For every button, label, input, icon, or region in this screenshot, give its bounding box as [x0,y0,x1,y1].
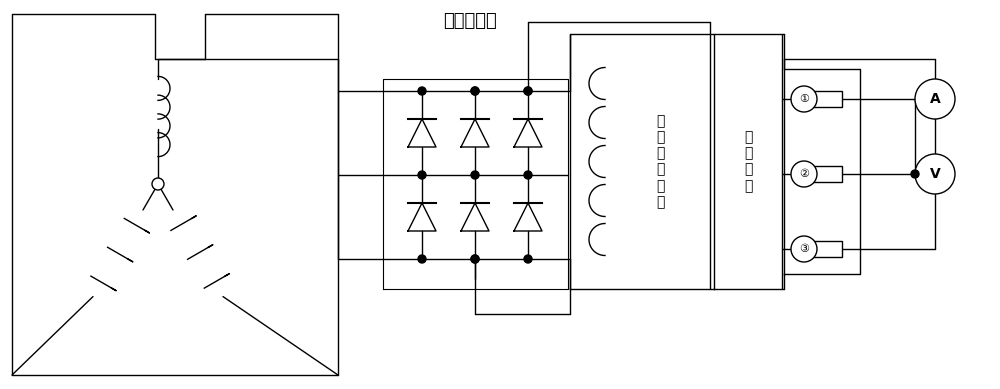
Circle shape [524,255,532,263]
Text: ③: ③ [799,244,809,254]
Text: 滑
环
组
件: 滑 环 组 件 [744,130,752,193]
Circle shape [524,87,532,95]
Polygon shape [461,119,489,147]
Circle shape [471,255,479,263]
Circle shape [524,171,532,179]
Bar [802,166,842,182]
Circle shape [152,178,164,190]
Circle shape [911,170,919,178]
Polygon shape [408,203,436,231]
Circle shape [471,171,479,179]
Polygon shape [461,203,489,231]
Polygon shape [514,203,542,231]
Circle shape [418,171,426,179]
Circle shape [524,87,532,95]
Circle shape [471,87,479,95]
Circle shape [791,236,817,262]
Text: V: V [930,167,940,181]
Circle shape [791,161,817,187]
Circle shape [418,255,426,263]
Circle shape [418,87,426,95]
Bar [802,91,842,107]
Circle shape [471,255,479,263]
Polygon shape [408,119,436,147]
Circle shape [915,79,955,119]
Circle shape [471,87,479,95]
Text: ①: ① [799,94,809,104]
Circle shape [791,86,817,112]
Text: ②: ② [799,169,809,179]
Polygon shape [514,119,542,147]
Text: A: A [930,92,940,106]
Circle shape [915,154,955,194]
Bar [802,241,842,257]
Text: 主
发
励
磁
绕
组: 主 发 励 磁 绕 组 [656,114,664,209]
Text: 旋转整流器: 旋转整流器 [443,12,497,30]
